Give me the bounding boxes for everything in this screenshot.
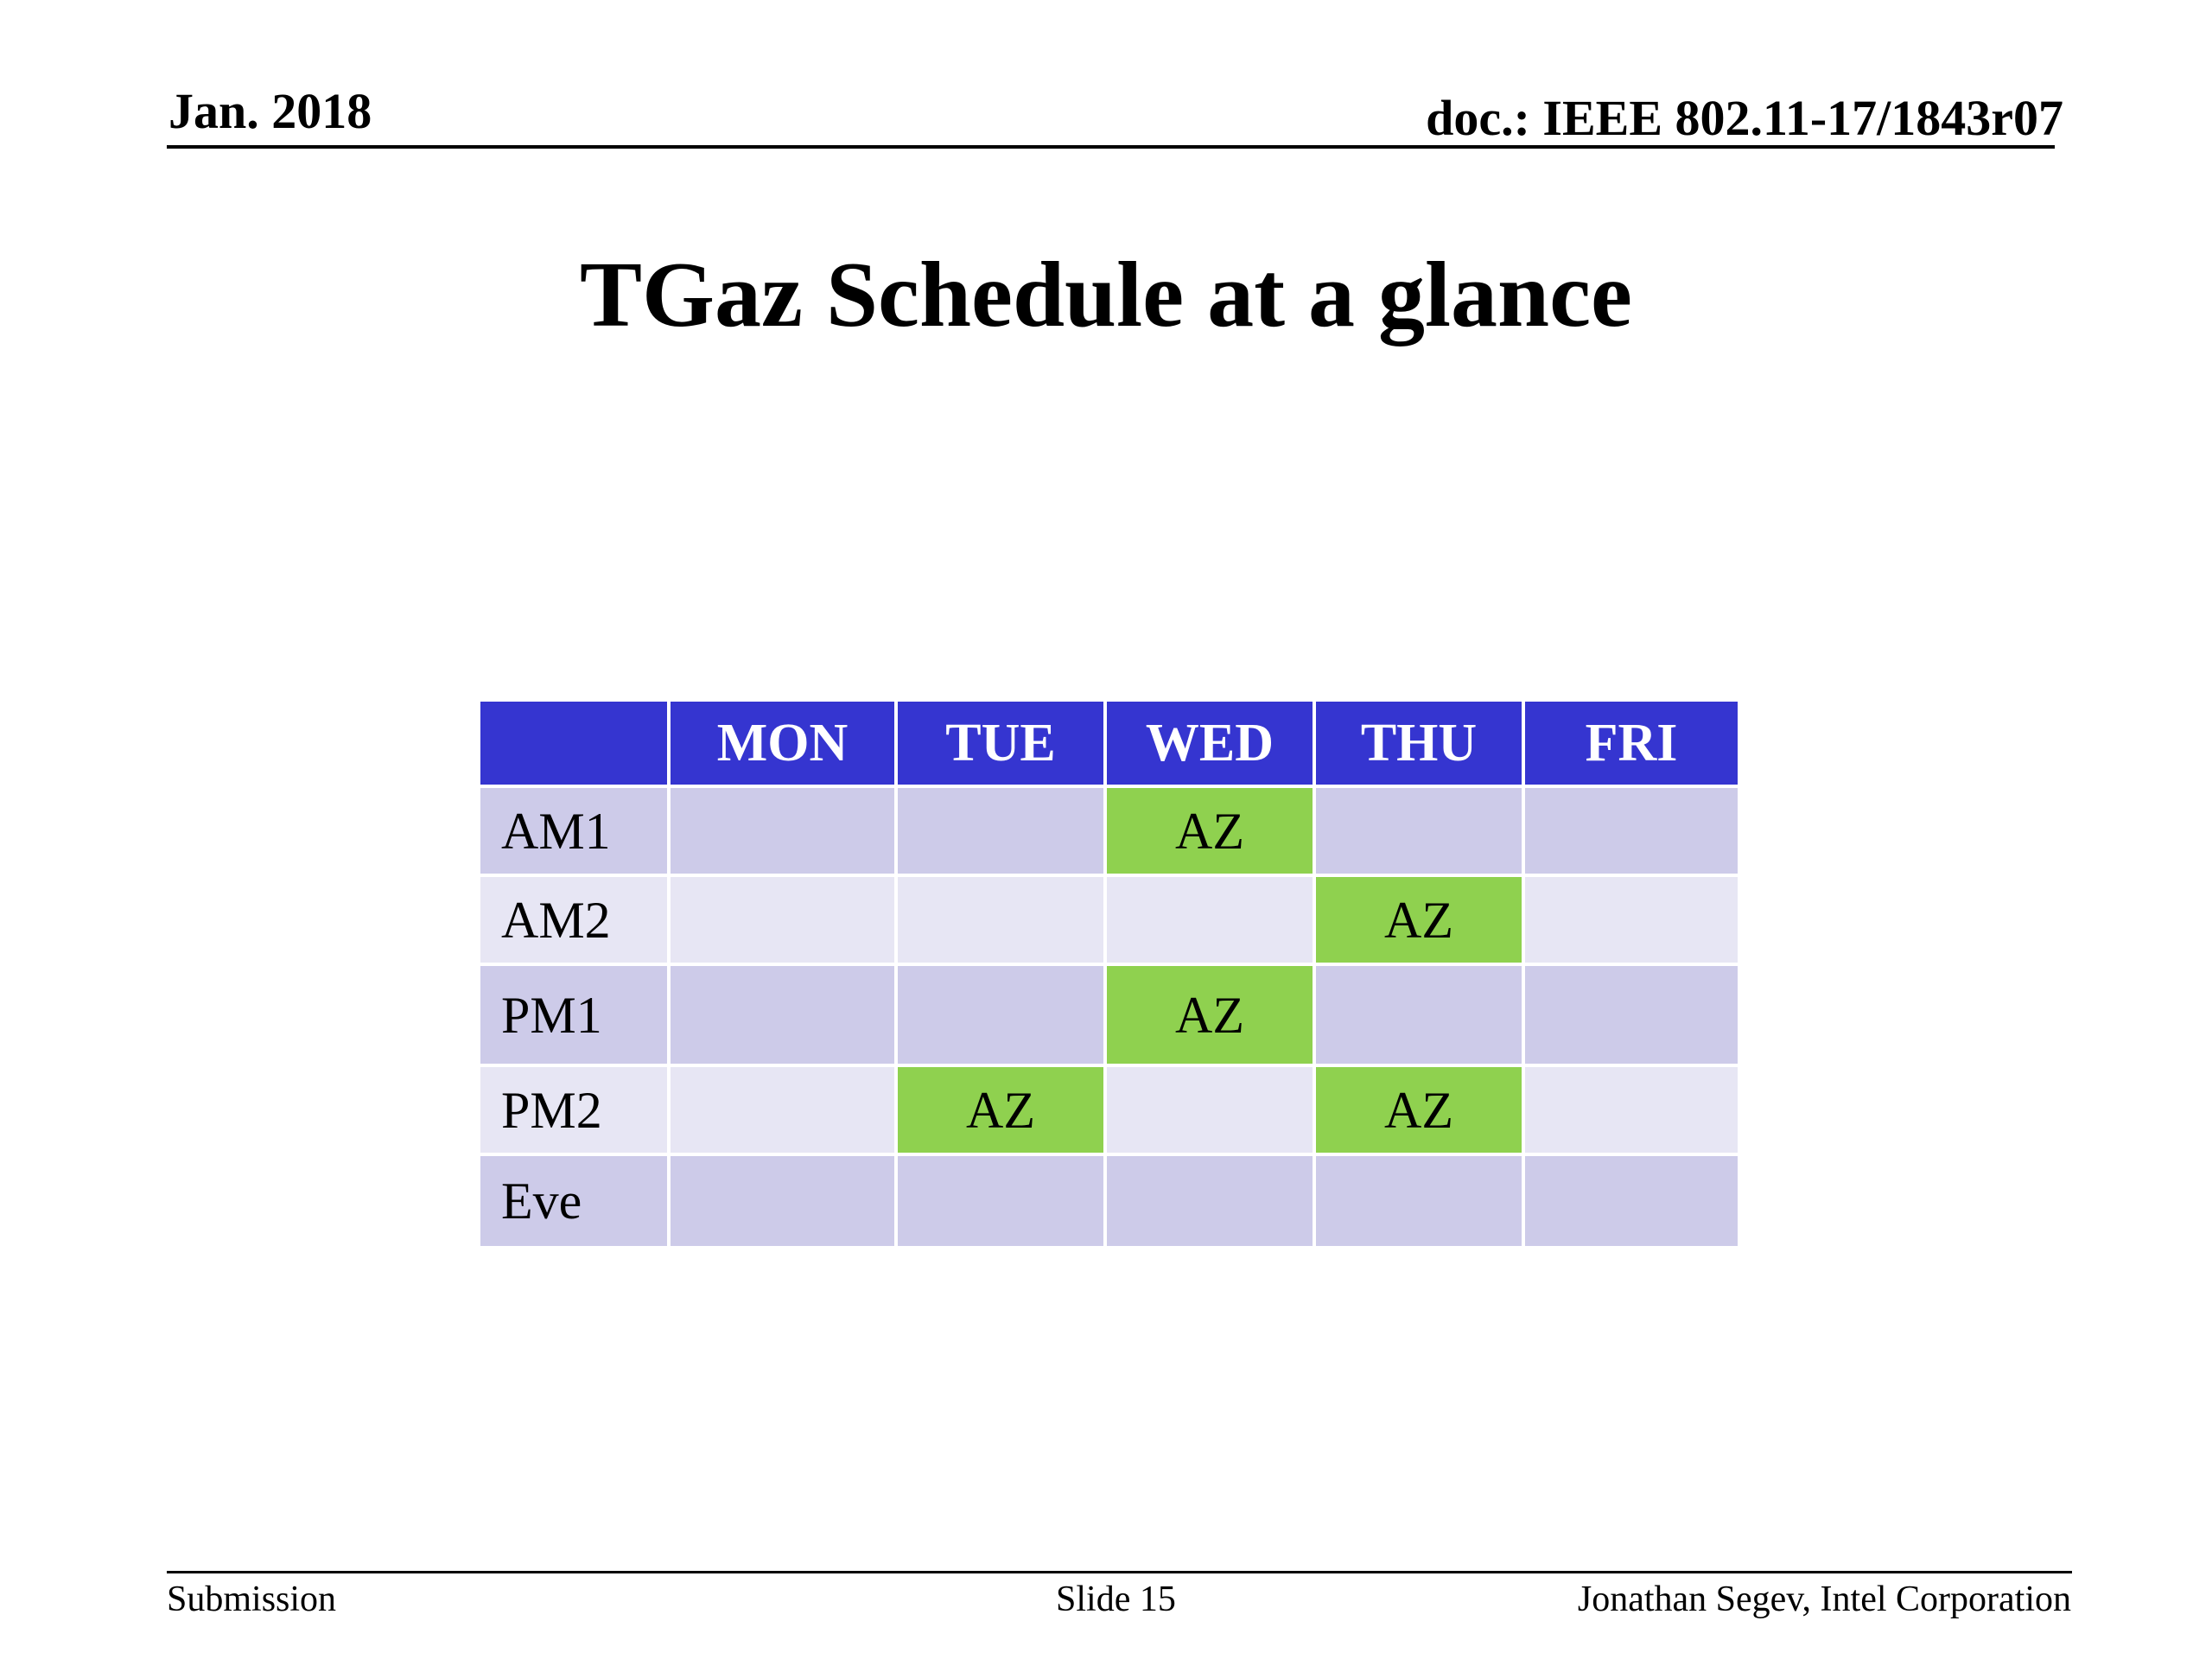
cell-pm1-mon <box>671 966 898 1067</box>
slide-title: TGaz Schedule at a glance <box>580 244 1632 346</box>
cell-pm1-fri <box>1525 966 1738 1067</box>
cell-am2-fri <box>1525 877 1738 966</box>
cell-am1-mon <box>671 788 898 877</box>
cell-am1-tue <box>898 788 1107 877</box>
cell-eve-fri <box>1525 1156 1738 1246</box>
corner-cell <box>480 702 671 788</box>
footer-submission: Submission <box>167 1580 337 1619</box>
cell-eve-mon <box>671 1156 898 1246</box>
cell-pm2-fri <box>1525 1067 1738 1156</box>
cell-eve-tue <box>898 1156 1107 1246</box>
cell-pm1-thu <box>1316 966 1525 1067</box>
cell-pm1-tue <box>898 966 1107 1067</box>
footer-author: Jonathan Segev, Intel Corporation <box>1577 1580 2071 1619</box>
cell-am2-mon <box>671 877 898 966</box>
row-label-pm2: PM2 <box>480 1067 671 1156</box>
footer-slide-number: Slide 15 <box>1056 1580 1176 1619</box>
cell-pm2-mon <box>671 1067 898 1156</box>
row-label-pm1: PM1 <box>480 966 671 1067</box>
cell-am2-wed <box>1107 877 1316 966</box>
cell-eve-wed <box>1107 1156 1316 1246</box>
day-header-wed: WED <box>1107 702 1316 788</box>
row-label-eve: Eve <box>480 1156 671 1246</box>
footer-rule <box>167 1571 2072 1573</box>
day-header-thu: THU <box>1316 702 1525 788</box>
cell-pm2-wed <box>1107 1067 1316 1156</box>
cell-am2-tue <box>898 877 1107 966</box>
header-date: Jan. 2018 <box>168 83 372 139</box>
cell-eve-thu <box>1316 1156 1525 1246</box>
row-label-am2: AM2 <box>480 877 671 966</box>
day-header-tue: TUE <box>898 702 1107 788</box>
cell-pm1-wed: AZ <box>1107 966 1316 1067</box>
cell-am2-thu: AZ <box>1316 877 1525 966</box>
day-header-mon: MON <box>671 702 898 788</box>
day-header-fri: FRI <box>1525 702 1738 788</box>
cell-am1-wed: AZ <box>1107 788 1316 877</box>
cell-pm2-tue: AZ <box>898 1067 1107 1156</box>
header-doc-id: doc.: IEEE 802.11-17/1843r07 <box>1426 90 2063 146</box>
schedule-table: MON TUE WED THU FRI AM1 AZ AM2 AZ PM1 AZ… <box>480 702 1738 1255</box>
header-rule <box>167 145 2055 149</box>
cell-pm2-thu: AZ <box>1316 1067 1525 1156</box>
cell-am1-thu <box>1316 788 1525 877</box>
cell-am1-fri <box>1525 788 1738 877</box>
row-label-am1: AM1 <box>480 788 671 877</box>
